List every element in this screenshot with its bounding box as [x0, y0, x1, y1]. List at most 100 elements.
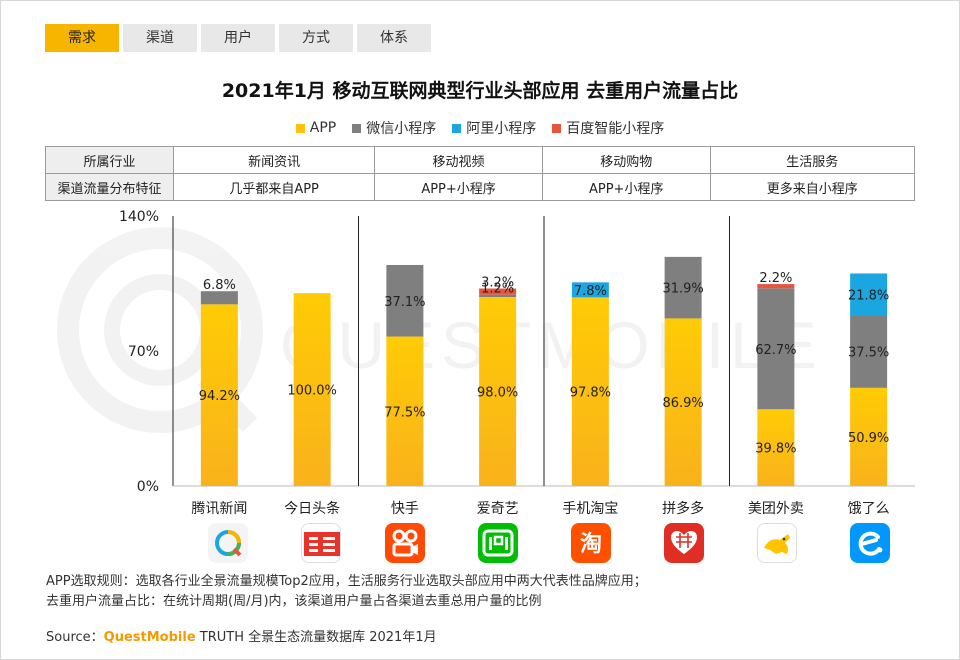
- y-tick-label: 140%: [119, 209, 159, 225]
- footnote-line-1: APP选取规则：选取各行业全景流量规模Top2应用，生活服务行业选取头部应用中两…: [46, 574, 647, 589]
- legend-swatch-app: [295, 123, 305, 133]
- data-label-app: 86.9%: [662, 396, 703, 411]
- data-label-wechat: 62.7%: [755, 343, 796, 358]
- table-cell: APP+小程序: [541, 173, 711, 201]
- industry-table: 所属行业 新闻资讯 移动视频 移动购物 生活服务 渠道流量分布特征 几乎都来自A…: [45, 146, 916, 201]
- table-cell: APP+小程序: [374, 173, 543, 201]
- data-label-app: 98.0%: [477, 386, 518, 401]
- kuaishou-icon: [385, 523, 425, 563]
- table-cell: 几乎都来自APP: [172, 173, 376, 201]
- x-tick-label: 今日头条: [284, 500, 340, 517]
- legend-item-wechat: 微信小程序: [352, 118, 436, 138]
- bar-segment-wechat: [757, 288, 795, 410]
- data-label-app: 39.8%: [755, 442, 796, 457]
- tab-user[interactable]: 用户: [201, 24, 275, 52]
- legend-item-alipay: 阿里小程序: [452, 118, 536, 138]
- data-label-baidu: 3.2%: [481, 276, 514, 291]
- svg-text:淘: 淘: [580, 531, 602, 557]
- table-header-channel: 渠道流量分布特征: [45, 173, 174, 201]
- data-label-wechat: 31.9%: [662, 282, 703, 297]
- bar-segment-wechat: [479, 294, 517, 297]
- y-tick-label: 70%: [128, 344, 159, 360]
- bar-segment-app: [664, 318, 702, 486]
- x-tick-label: 美团外卖: [748, 501, 804, 517]
- legend-label-app: APP: [309, 120, 337, 136]
- y-tick-label: 0%: [137, 479, 159, 495]
- bar-segment-wechat: [664, 256, 702, 319]
- data-label-app: 100.0%: [287, 384, 337, 399]
- data-label-alipay: 7.8%: [574, 284, 607, 299]
- source-line: Source：QuestMobile TRUTH 全景生态流量数据库 2021年…: [46, 626, 437, 645]
- legend-swatch-baidu: [552, 123, 562, 133]
- bar-labels: 94.2% 6.8% 100.0% 77.5% 37.1% 98.0% 1.2%3.2% 97…: [199, 271, 890, 457]
- bar-segment-app: [571, 297, 609, 486]
- questmobile-watermark-text: QUESTMOBILE: [280, 308, 823, 382]
- legend-item-baidu: 百度智能小程序: [552, 118, 664, 138]
- x-tick-label: 腾讯新闻: [191, 500, 247, 517]
- bar-segment-baidu: [479, 288, 517, 295]
- source-brand: QuestMobile: [103, 630, 196, 645]
- x-axis-labels: 腾讯新闻 今日头条 快手 爱奇艺 手机淘宝 拼多多 美团外卖 饿了么: [191, 500, 889, 517]
- data-label-wechat: 37.1%: [384, 295, 425, 310]
- table-cell: 生活服务: [709, 146, 916, 174]
- data-label-wechat: 37.5%: [848, 346, 889, 361]
- bar-segment-wechat: [850, 315, 888, 388]
- table-cell: 新闻资讯: [172, 146, 376, 174]
- bar-segment-wechat: [200, 291, 238, 305]
- source-prefix: Source：: [46, 630, 104, 645]
- tencent-news-icon: [208, 523, 248, 563]
- legend-swatch-alipay: [452, 123, 462, 133]
- data-label-alipay: 21.8%: [848, 288, 889, 303]
- tab-method[interactable]: 方式: [279, 24, 353, 52]
- footnote-line-2: 去重用户流量占比：在统计周期(周/月)内，该渠道用户量占各渠道去重总用户量的比例: [46, 594, 542, 609]
- x-tick-label: 手机淘宝: [562, 501, 618, 517]
- bar-segment-app: [200, 304, 238, 486]
- bar-segment-alipay: [850, 273, 888, 316]
- x-tick-label: 爱奇艺: [477, 500, 519, 517]
- table-cell: 更多来自小程序: [709, 173, 916, 201]
- legend-label-alipay: 阿里小程序: [466, 121, 537, 137]
- chart-legend: APP 微信小程序 阿里小程序 百度智能小程序: [0, 118, 960, 138]
- table-row-industry: 所属行业 新闻资讯 移动视频 移动购物 生活服务: [45, 146, 916, 174]
- x-tick-label: 拼多多: [662, 500, 704, 517]
- group-dividers: [358, 216, 730, 486]
- legend-item-app: APP: [295, 118, 337, 138]
- data-label-app: 50.9%: [848, 431, 889, 446]
- source-suffix: TRUTH 全景生态流量数据库 2021年1月: [195, 630, 437, 645]
- bar-segment-app: [386, 336, 424, 486]
- tab-system[interactable]: 体系: [357, 24, 431, 52]
- tab-channel[interactable]: 渠道: [123, 24, 197, 52]
- bar-segment-baidu: [757, 284, 795, 289]
- data-label-app: 97.8%: [570, 386, 611, 401]
- data-label-wechat: 1.2%: [481, 282, 514, 297]
- bars: [200, 256, 888, 486]
- tab-bar: 需求 渠道 用户 方式 体系: [45, 24, 431, 52]
- taobao-icon: 淘: [571, 523, 611, 563]
- bar-segment-app: [293, 293, 331, 486]
- tab-demand[interactable]: 需求: [45, 24, 119, 52]
- bar-segment-wechat: [386, 264, 424, 337]
- eleme-icon: [850, 523, 890, 563]
- chart-title: 2021年1月 移动互联网典型行业头部应用 去重用户流量占比: [221, 80, 739, 102]
- iqiyi-icon: [478, 523, 518, 563]
- bar-segment-app: [757, 409, 795, 486]
- data-label-baidu: 2.2%: [759, 271, 792, 286]
- legend-swatch-wechat: [352, 123, 362, 133]
- table-cell: 移动视频: [374, 146, 543, 174]
- x-tick-label: 快手: [391, 501, 419, 517]
- pinduoduo-icon: [664, 523, 704, 563]
- data-label-app: 77.5%: [384, 405, 425, 420]
- table-row-channel: 渠道流量分布特征 几乎都来自APP APP+小程序 APP+小程序 更多来自小程…: [45, 173, 916, 201]
- meituan-waimai-icon: [757, 523, 797, 563]
- bar-segment-app: [479, 297, 517, 486]
- bar-segment-app: [850, 387, 888, 486]
- data-label-app: 94.2%: [199, 389, 240, 404]
- legend-label-wechat: 微信小程序: [366, 121, 437, 137]
- x-tick-label: 饿了么: [848, 501, 890, 517]
- stacked-bar-chart: QUESTMOBILE 0% 70% 140% 94.2% 6.8% 100.0% 77.…: [57, 209, 915, 517]
- bar-segment-alipay: [571, 282, 609, 298]
- data-label-wechat: 6.8%: [203, 278, 236, 293]
- toutiao-icon: [301, 523, 341, 563]
- legend-label-baidu: 百度智能小程序: [566, 121, 665, 137]
- footnote: APP选取规则：选取各行业全景流量规模Top2应用，生活服务行业选取头部应用中两…: [46, 572, 647, 612]
